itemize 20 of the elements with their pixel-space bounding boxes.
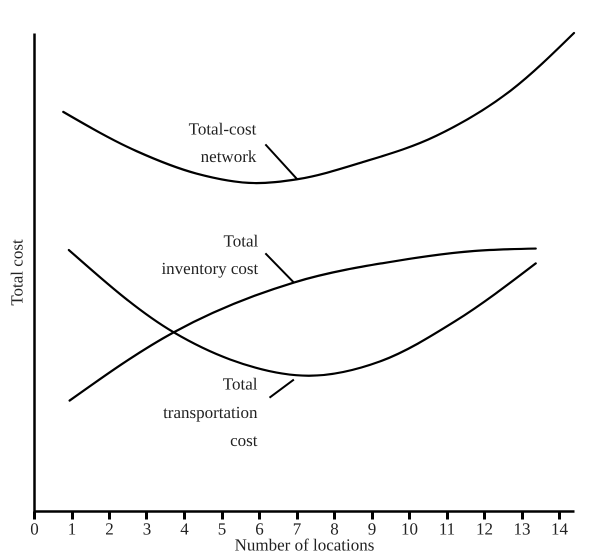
x-tick-label: 2 xyxy=(105,520,114,538)
x-tick-label: 6 xyxy=(255,520,264,538)
series-label: Total-cost network xyxy=(188,120,257,166)
x-tick-label: 10 xyxy=(401,520,418,538)
y-axis-title: Total cost xyxy=(8,239,26,306)
x-tick-label: 0 xyxy=(30,520,39,538)
x-tick-label: 4 xyxy=(180,520,190,538)
series-label: Total inventory cost xyxy=(161,231,259,278)
x-tick-label: 7 xyxy=(292,520,302,538)
x-tick-label: 1 xyxy=(68,520,76,538)
legend-label: Total transportation cost xyxy=(163,374,258,450)
x-tick-label: 9 xyxy=(368,520,376,538)
x-tick-label: 14 xyxy=(551,520,568,538)
x-tick-label: 12 xyxy=(476,520,493,538)
x-tick-label: 11 xyxy=(438,520,456,538)
x-axis-title: Number of locations xyxy=(234,536,374,554)
x-tick-label: 13 xyxy=(514,520,530,538)
x-tick-label: 3 xyxy=(142,520,152,538)
x-tick-label: 8 xyxy=(330,520,339,538)
x-tick-label: 5 xyxy=(218,520,226,538)
